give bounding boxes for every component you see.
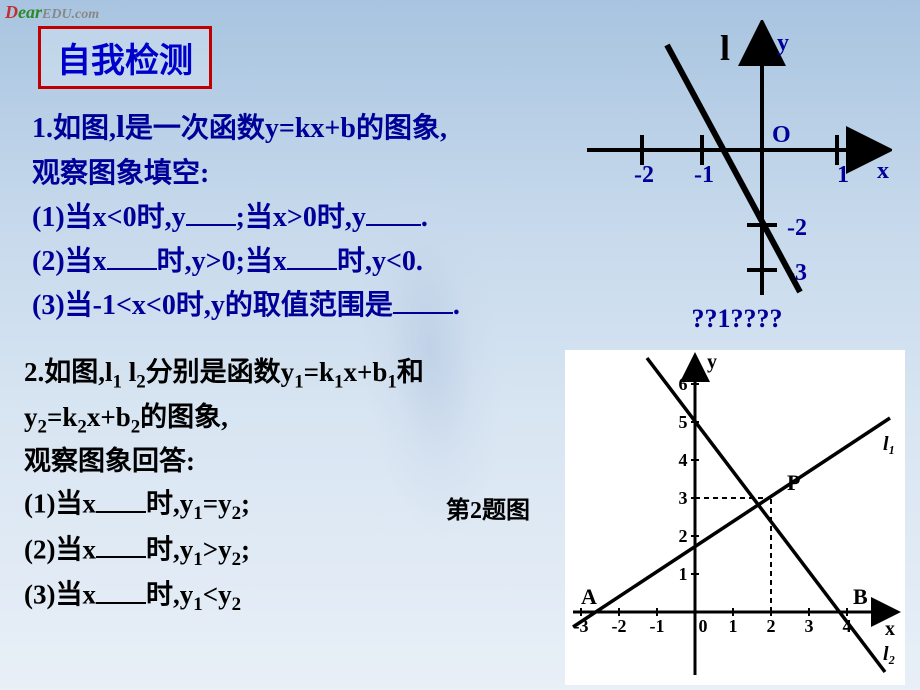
blank-field (96, 483, 146, 513)
svg-text:l₂: l₂ (883, 643, 896, 665)
blank-field (393, 283, 453, 314)
question-1: 1.如图,l是一次函数y=kx+b的图象, 观察图象填空: (1)当x<0时,y… (32, 102, 592, 328)
logo-text: ear (18, 2, 42, 22)
section-title: 自我检测 (57, 43, 193, 80)
graph-2-caption: 第2题图 (446, 490, 530, 525)
section-title-box: 自我检测 (38, 26, 212, 89)
svg-text:-1: -1 (694, 162, 714, 188)
svg-text:1: 1 (837, 162, 849, 188)
question-2: 2.如图,l1 l2分别是函数y1=k1x+b1和 y2=k2x+b2的图象, … (24, 352, 494, 619)
graph-1-caption: ??1???? (582, 304, 892, 334)
svg-text:2: 2 (679, 526, 688, 546)
blank-field (287, 239, 337, 270)
svg-text:x: x (885, 618, 895, 640)
svg-text:x: x (877, 158, 889, 184)
blank-field (96, 574, 146, 604)
q2-line4: (1)当x时,y1=y2; (24, 483, 494, 528)
blank-field (96, 529, 146, 559)
q2-line1: 2.如图,l1 l2分别是函数y1=k1x+b1和 (24, 352, 494, 397)
svg-text:5: 5 (679, 412, 688, 432)
svg-text:0: 0 (699, 616, 708, 636)
svg-text:-2: -2 (612, 616, 627, 636)
blank-field (107, 239, 157, 270)
svg-text:A: A (581, 584, 597, 609)
logo-domain: EDU.com (42, 7, 99, 22)
svg-text:O: O (772, 122, 791, 148)
svg-text:4: 4 (679, 450, 688, 470)
svg-text:B: B (853, 584, 868, 609)
svg-text:l: l (720, 28, 730, 68)
svg-text:2: 2 (767, 616, 776, 636)
q1-line3: (1)当x<0时,y;当x>0时,y. (32, 195, 592, 239)
q1-line5: (3)当-1<x<0时,y的取值范围是. (32, 283, 592, 327)
svg-text:-2: -2 (787, 215, 807, 241)
svg-text:y: y (777, 30, 789, 56)
line-symbol: l (116, 108, 125, 144)
blank-field (186, 195, 236, 226)
svg-text:l₁: l₁ (883, 433, 896, 455)
svg-text:3: 3 (805, 616, 814, 636)
q2-line6: (3)当x时,y1<y2 (24, 574, 494, 619)
svg-text:1: 1 (679, 564, 688, 584)
q1-line2: 观察图象填空: (32, 152, 592, 195)
svg-text:-2: -2 (634, 162, 654, 188)
svg-text:y: y (707, 351, 717, 373)
graph-1: -2 -1 1 O -2 -3 x y l ??1???? (582, 20, 892, 334)
svg-text:-1: -1 (650, 616, 665, 636)
svg-text:3: 3 (679, 488, 688, 508)
site-logo: DearEDU.com (5, 2, 99, 23)
q2-line2: y2=k2x+b2的图象, (24, 397, 494, 442)
svg-text:P: P (787, 470, 800, 495)
q1-line4: (2)当x时,y>0;当x时,y<0. (32, 239, 592, 283)
blank-field (366, 195, 421, 226)
q1-line1: 1.如图,l是一次函数y=kx+b的图象, (32, 102, 592, 152)
logo-letter: D (5, 2, 18, 22)
q2-line5: (2)当x时,y1>y2; (24, 529, 494, 574)
svg-text:6: 6 (679, 374, 688, 394)
q2-line3: 观察图象回答: (24, 441, 494, 483)
graph-2: -3-2-10 1234 123456 x y P A B l₁ l₂ (565, 350, 905, 685)
svg-text:1: 1 (729, 616, 738, 636)
